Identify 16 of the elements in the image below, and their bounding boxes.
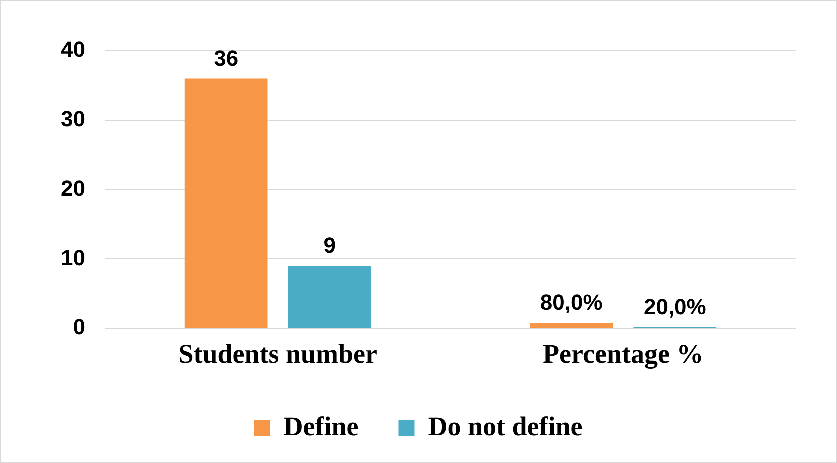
y-tick-label: 30 [60,106,86,132]
legend-label: Do not define [428,411,583,442]
bar [288,266,372,328]
x-tick-label: Students number [178,338,378,369]
bar [530,323,614,328]
data-label: 9 [324,233,336,258]
data-label: 36 [214,46,239,71]
data-label: 80,0% [540,290,603,316]
y-tick-label: 0 [73,314,86,340]
y-tick-label: 40 [60,37,86,62]
x-tick-label: Percentage % [543,338,704,369]
bar [184,78,268,328]
data-label: 20,0% [644,294,706,320]
legend-label: Define [284,411,359,442]
y-tick-label: 10 [60,245,86,270]
y-tick-label: 20 [60,176,86,201]
